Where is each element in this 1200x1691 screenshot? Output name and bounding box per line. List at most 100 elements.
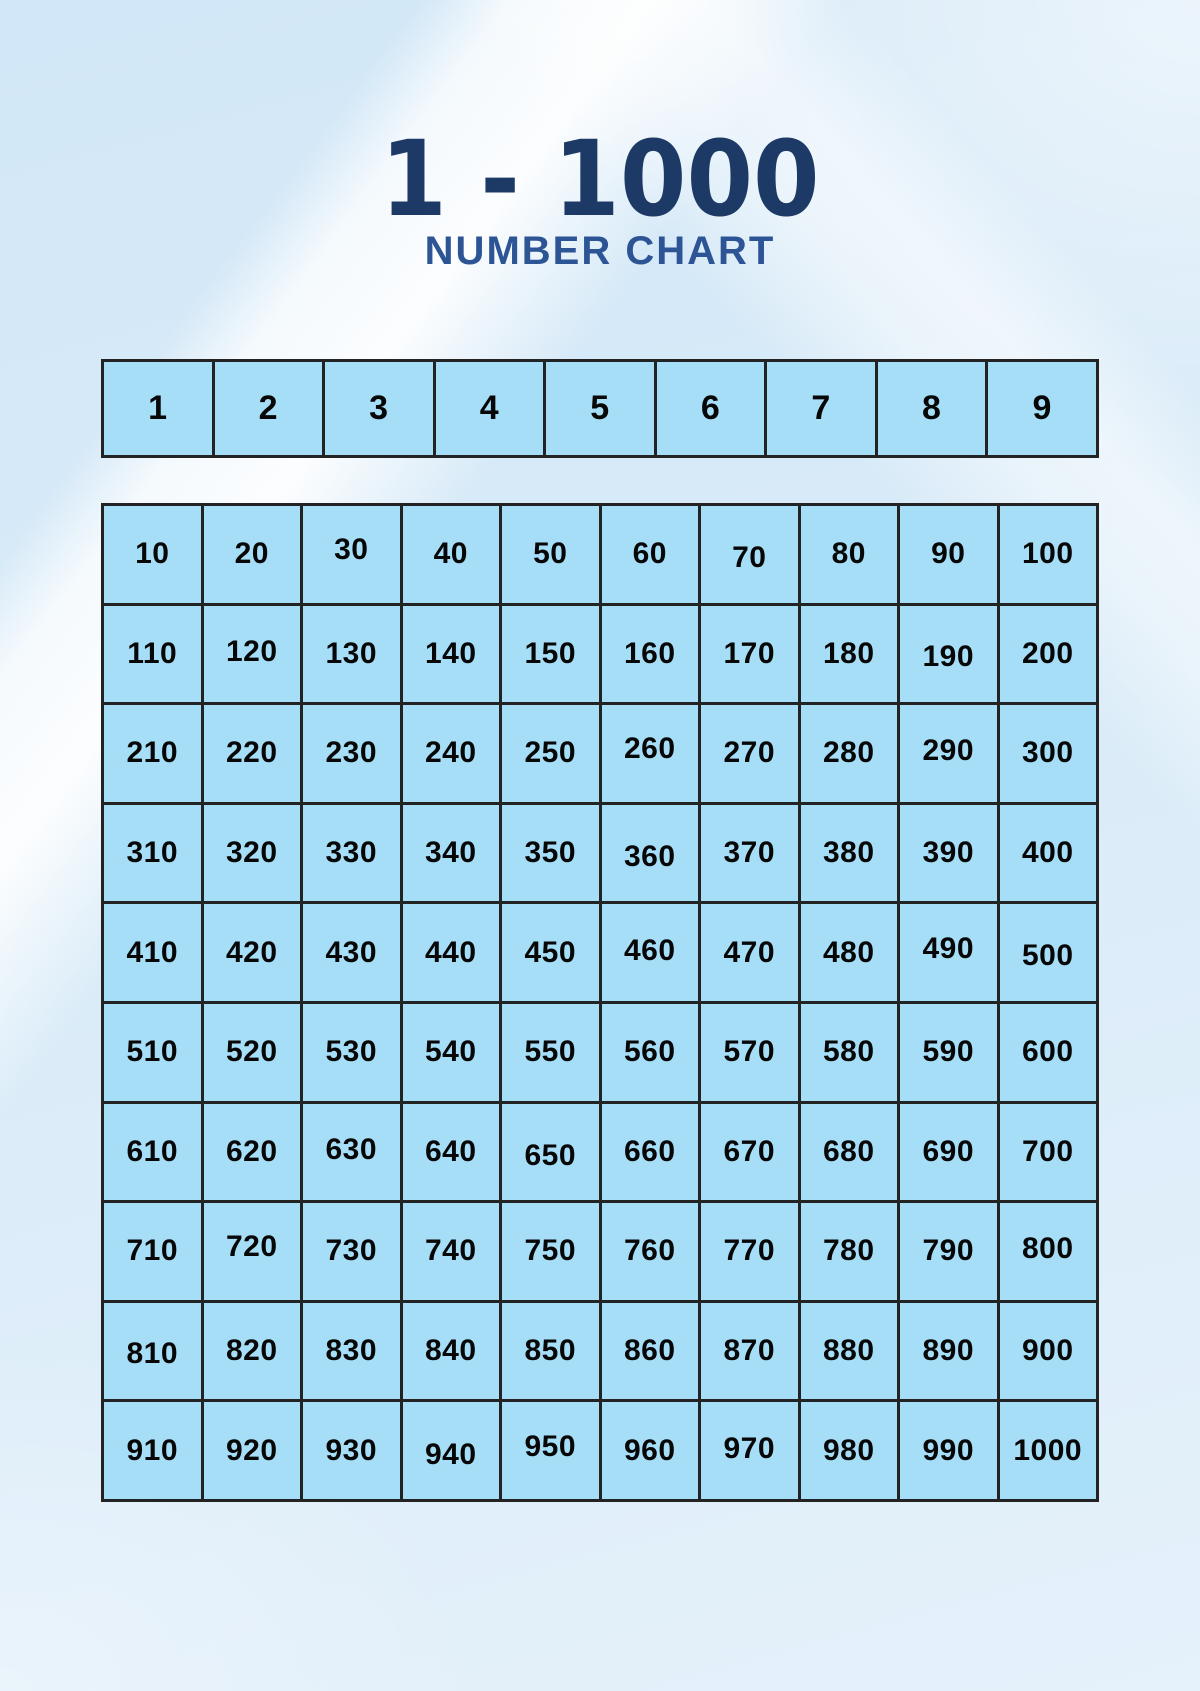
cell-750: 750: [502, 1203, 599, 1300]
cell-40: 40: [402, 506, 499, 603]
cell-620: 620: [203, 1103, 300, 1201]
cell-830: 830: [303, 1302, 400, 1400]
cell-230: 230: [303, 705, 400, 802]
page-title: 1 - 1000: [380, 118, 820, 240]
cell-90: 90: [900, 506, 997, 603]
cell-900: 900: [999, 1302, 1096, 1400]
cell-470: 470: [701, 904, 798, 1001]
cell-950: 950: [502, 1402, 599, 1499]
cell-number: 270: [723, 736, 776, 770]
cell-460: 460: [601, 904, 698, 1001]
cell-140: 140: [402, 605, 499, 703]
cell-number: 930: [325, 1433, 378, 1467]
cell-280: 280: [800, 705, 897, 802]
cell-number: 380: [822, 836, 875, 870]
cell-120: 120: [203, 605, 300, 703]
cell-570: 570: [701, 1003, 798, 1101]
cell-860: 860: [601, 1302, 698, 1400]
cell-810: 810: [104, 1302, 201, 1400]
cell-number: 710: [126, 1234, 179, 1268]
cell-number: 910: [126, 1433, 179, 1467]
cell-number: 1: [148, 389, 168, 427]
cell-560: 560: [601, 1003, 698, 1101]
cell-number: 40: [433, 537, 468, 571]
cell-930: 930: [303, 1402, 400, 1499]
cell-870: 870: [701, 1302, 798, 1400]
cell-number: 440: [424, 935, 477, 969]
cell-670: 670: [701, 1103, 798, 1201]
cell-number: 670: [723, 1134, 776, 1168]
cell-400: 400: [999, 804, 1096, 902]
cell-number: 820: [225, 1334, 278, 1368]
cell-number: 870: [723, 1334, 776, 1368]
cell-number: 310: [126, 836, 179, 870]
cell-730: 730: [303, 1203, 400, 1300]
cell-150: 150: [502, 605, 599, 703]
cell-number: 100: [1021, 537, 1074, 571]
cell-number: 770: [723, 1234, 776, 1268]
cell-380: 380: [800, 804, 897, 902]
cell-number: 550: [524, 1035, 577, 1069]
cell-number: 160: [623, 636, 676, 670]
cell-number: 830: [325, 1334, 378, 1368]
cell-number: 510: [126, 1035, 179, 1069]
cell-number: 420: [225, 935, 278, 969]
cell-number: 6: [700, 389, 721, 427]
cell-8: 8: [877, 362, 986, 455]
cell-number: 590: [922, 1035, 975, 1069]
cell-number: 920: [225, 1433, 278, 1467]
cell-390: 390: [900, 804, 997, 902]
cell-number: 3: [369, 389, 389, 427]
cell-number: 430: [325, 935, 378, 969]
cell-number: 570: [723, 1035, 776, 1069]
cell-number: 890: [922, 1334, 975, 1368]
cell-number: 30: [334, 533, 369, 567]
cell-4: 4: [435, 362, 544, 455]
cell-490: 490: [900, 904, 997, 1001]
cell-610: 610: [104, 1103, 201, 1201]
cell-number: 5: [590, 389, 610, 427]
cell-number: 230: [325, 736, 378, 770]
cell-660: 660: [601, 1103, 698, 1201]
cell-340: 340: [402, 804, 499, 902]
cell-number: 390: [922, 836, 975, 870]
cell-number: 80: [831, 537, 866, 571]
cell-number: 9: [1032, 389, 1052, 427]
cell-190: 190: [900, 605, 997, 703]
cell-number: 650: [524, 1138, 577, 1172]
cell-290: 290: [900, 705, 997, 802]
cell-920: 920: [203, 1402, 300, 1499]
cell-number: 780: [822, 1234, 875, 1268]
cell-990: 990: [900, 1402, 997, 1499]
cell-580: 580: [800, 1003, 897, 1101]
cell-160: 160: [601, 605, 698, 703]
cell-number: 660: [623, 1134, 676, 1168]
cell-940: 940: [402, 1402, 499, 1499]
cell-number: 1000: [1013, 1433, 1083, 1467]
cell-number: 130: [325, 636, 378, 670]
cell-540: 540: [402, 1003, 499, 1101]
cell-number: 180: [822, 636, 875, 670]
cell-number: 500: [1021, 938, 1074, 972]
cell-number: 840: [424, 1334, 477, 1368]
cell-number: 320: [225, 836, 278, 870]
cell-number: 2: [258, 389, 279, 427]
cell-number: 740: [424, 1234, 477, 1268]
cell-640: 640: [402, 1103, 499, 1201]
cell-820: 820: [203, 1302, 300, 1400]
cell-number: 140: [424, 636, 477, 670]
cell-number: 110: [127, 636, 178, 670]
cell-600: 600: [999, 1003, 1096, 1101]
cell-310: 310: [104, 804, 201, 902]
cell-number: 730: [325, 1234, 378, 1268]
cell-number: 990: [922, 1433, 975, 1467]
cell-50: 50: [502, 506, 599, 603]
cell-10: 10: [104, 506, 201, 603]
cell-180: 180: [800, 605, 897, 703]
cell-880: 880: [800, 1302, 897, 1400]
cell-number: 580: [822, 1035, 875, 1069]
cell-number: 400: [1021, 836, 1074, 870]
cell-760: 760: [601, 1203, 698, 1300]
cell-number: 940: [424, 1437, 477, 1471]
cell-440: 440: [402, 904, 499, 1001]
